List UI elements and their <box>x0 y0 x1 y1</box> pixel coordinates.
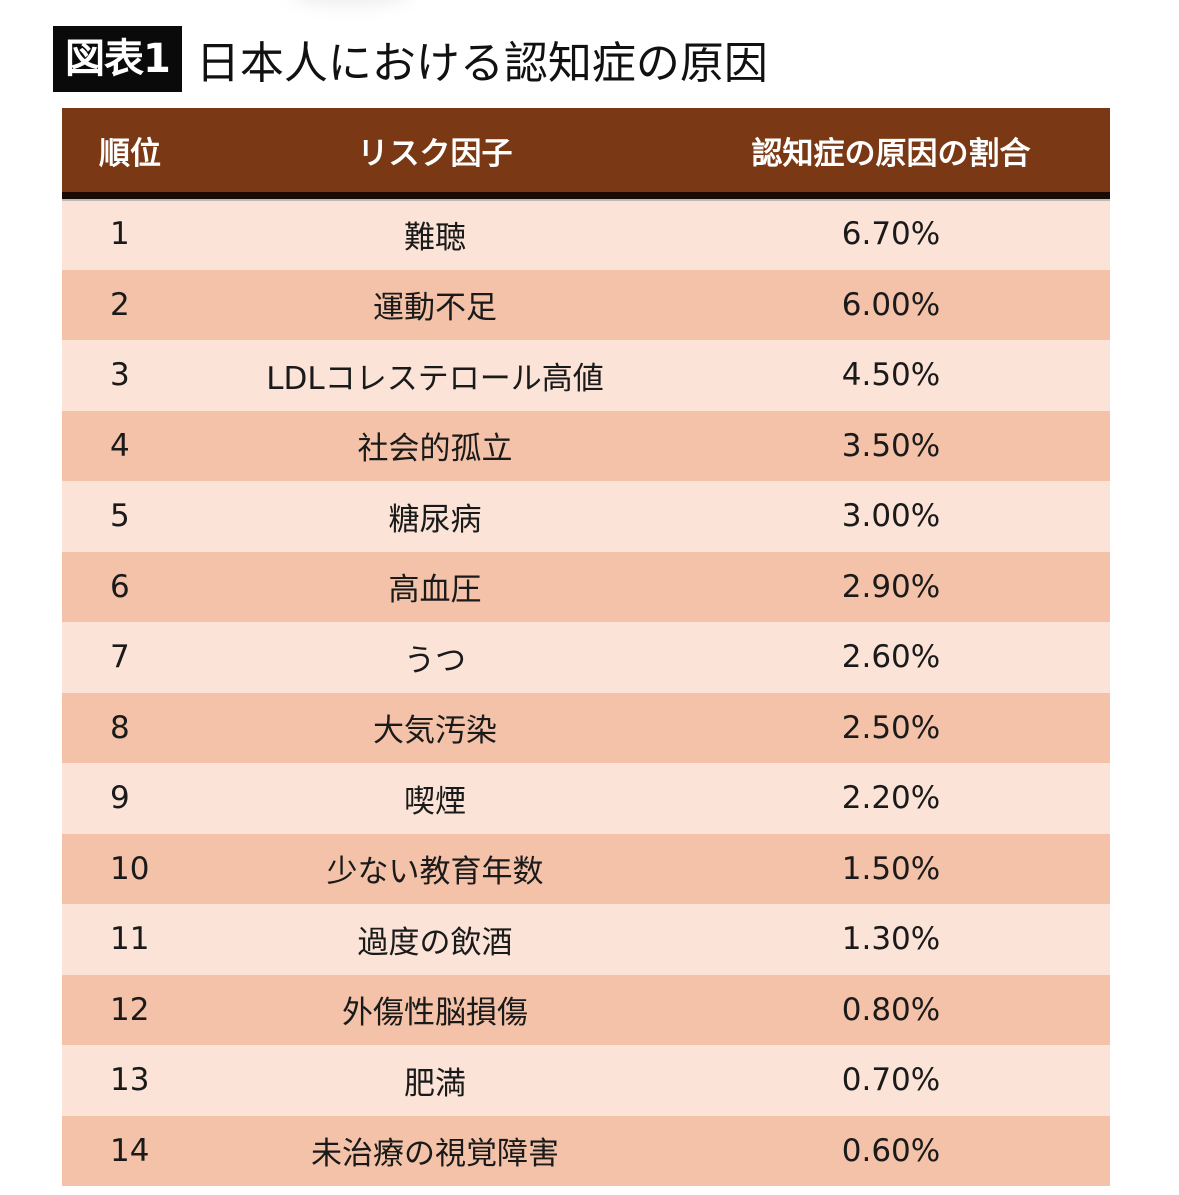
table-row: 14 未治療の視覚障害 0.60% <box>62 1115 1110 1186</box>
table-header: 順位 リスク因子 認知症の原因の割合 <box>62 108 1110 199</box>
table-row: 8 大気汚染 2.50% <box>62 692 1110 763</box>
cell-share: 0.70% <box>841 1062 941 1099</box>
cell-share: 1.30% <box>841 921 941 958</box>
cell-share: 0.80% <box>841 991 941 1028</box>
table-row: 6 高血圧 2.90% <box>62 551 1110 622</box>
risk-factor-table: 順位 リスク因子 認知症の原因の割合 1 難聴 6.70% 2 運動不足 6.00% 3 LD… <box>62 108 1110 1186</box>
cell-share: 6.70% <box>841 216 941 253</box>
table-row: 13 肥満 0.70% <box>62 1045 1110 1116</box>
table-row: 9 喫煙 2.20% <box>62 763 1110 834</box>
cell-rank: 8 <box>110 709 130 746</box>
cell-share: 4.50% <box>841 357 941 394</box>
cell-rank: 1 <box>110 216 130 253</box>
cell-factor: 糖尿病 <box>388 501 482 538</box>
cell-rank: 10 <box>110 850 150 887</box>
cell-rank: 12 <box>110 991 150 1028</box>
cell-rank: 3 <box>110 357 130 394</box>
cell-factor: 高血圧 <box>388 572 482 609</box>
cell-factor: 未治療の視覚障害 <box>311 1136 559 1173</box>
cell-factor: 社会的孤立 <box>357 431 513 468</box>
table-row: 11 過度の飲酒 1.30% <box>62 904 1110 975</box>
cell-share: 2.50% <box>841 709 941 746</box>
cell-rank: 9 <box>110 780 130 817</box>
table-row: 2 運動不足 6.00% <box>62 269 1110 340</box>
cell-factor: うつ <box>404 642 466 679</box>
header-rank: 順位 <box>99 135 161 172</box>
background-shadow <box>290 0 410 6</box>
cell-factor: 外傷性脳損傷 <box>342 995 528 1032</box>
table-row: 12 外傷性脳損傷 0.80% <box>62 974 1110 1045</box>
cell-factor: 少ない教育年数 <box>326 854 544 891</box>
cell-share: 6.00% <box>841 286 941 323</box>
cell-factor: LDLコレステロール高値 <box>266 360 604 397</box>
cell-rank: 2 <box>110 286 130 323</box>
table-body: 1 難聴 6.70% 2 運動不足 6.00% 3 LDLコレステロール高値 4.50% 4 社会的… <box>62 199 1110 1186</box>
table-row: 5 糖尿病 3.00% <box>62 481 1110 552</box>
cell-rank: 7 <box>110 639 130 676</box>
cell-share: 0.60% <box>841 1132 941 1169</box>
header-factor: リスク因子 <box>357 135 513 172</box>
figure-title: 図表1 日本人における認知症の原因 <box>53 26 768 92</box>
cell-share: 2.60% <box>841 639 941 676</box>
cell-share: 2.90% <box>841 568 941 605</box>
cell-rank: 11 <box>110 921 150 958</box>
table-row: 4 社会的孤立 3.50% <box>62 410 1110 481</box>
header-share: 認知症の原因の割合 <box>751 135 1031 172</box>
cell-rank: 6 <box>110 568 130 605</box>
cell-factor: 大気汚染 <box>373 713 497 750</box>
table-row: 10 少ない教育年数 1.50% <box>62 833 1110 904</box>
cell-factor: 喫煙 <box>404 783 466 820</box>
figure-badge: 図表1 <box>53 26 182 92</box>
cell-factor: 難聴 <box>404 219 466 256</box>
cell-share: 2.20% <box>841 780 941 817</box>
table-row: 3 LDLコレステロール高値 4.50% <box>62 340 1110 411</box>
cell-factor: 運動不足 <box>373 290 497 327</box>
table-row: 7 うつ 2.60% <box>62 622 1110 693</box>
table-row: 1 難聴 6.70% <box>62 199 1110 270</box>
cell-share: 1.50% <box>841 850 941 887</box>
cell-factor: 肥満 <box>404 1065 466 1102</box>
cell-rank: 14 <box>110 1132 150 1169</box>
cell-factor: 過度の飲酒 <box>357 924 513 961</box>
cell-rank: 5 <box>110 498 130 535</box>
cell-share: 3.00% <box>841 498 941 535</box>
cell-rank: 13 <box>110 1062 150 1099</box>
figure-title-text: 日本人における認知症の原因 <box>195 38 768 89</box>
cell-rank: 4 <box>110 427 130 464</box>
cell-share: 3.50% <box>841 427 941 464</box>
